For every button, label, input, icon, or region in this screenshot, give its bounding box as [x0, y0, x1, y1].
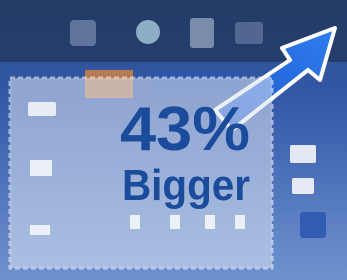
percent-text: 43%	[120, 95, 250, 164]
label-text: Bigger	[122, 161, 250, 210]
promo-image: 43% Bigger	[0, 0, 347, 280]
